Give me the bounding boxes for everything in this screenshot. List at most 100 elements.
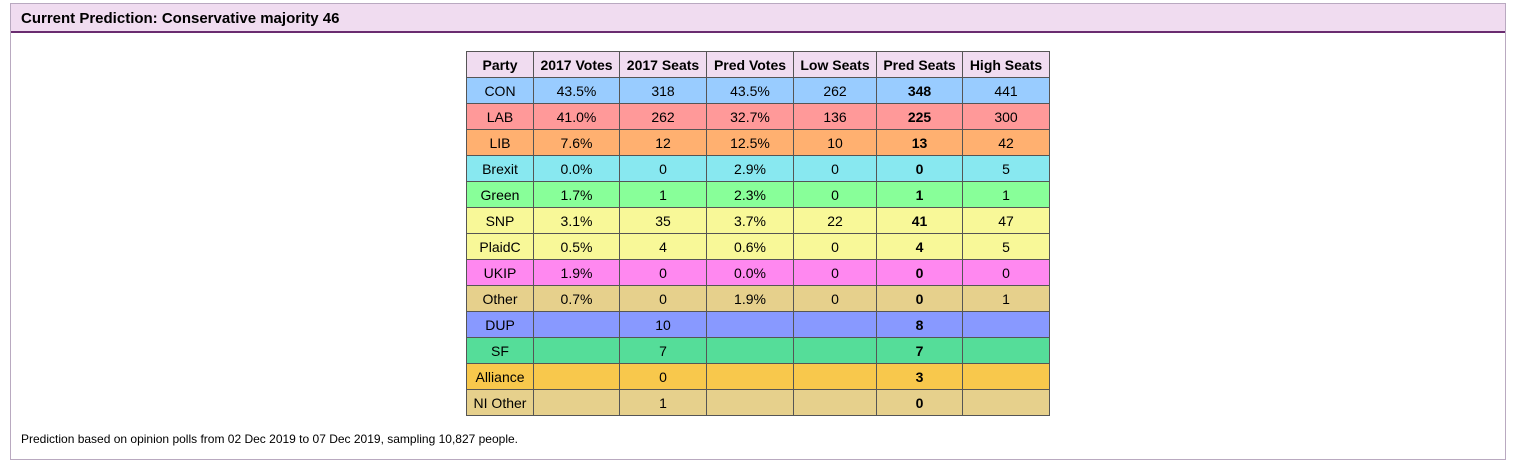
table-cell xyxy=(793,389,877,416)
party-name-cell: LAB xyxy=(466,103,534,130)
prediction-panel: Current Prediction: Conservative majorit… xyxy=(10,3,1506,460)
table-cell xyxy=(793,363,877,390)
party-name-cell: DUP xyxy=(466,311,534,338)
table-cell xyxy=(706,389,794,416)
table-header-row: Party 2017 Votes 2017 Seats Pred Votes Low S… xyxy=(466,51,1050,78)
table-cell xyxy=(706,363,794,390)
table-row: Alliance 0 3 xyxy=(466,363,1050,390)
table-cell: 3.1% xyxy=(533,207,620,234)
table-cell: 0 xyxy=(876,259,963,286)
column-header: Pred Votes xyxy=(706,51,794,78)
table-cell xyxy=(962,363,1050,390)
table-cell: 1 xyxy=(962,285,1050,312)
table-cell: 42 xyxy=(962,129,1050,156)
table-cell: 0 xyxy=(793,233,877,260)
column-header: 2017 Seats xyxy=(619,51,707,78)
table-cell: 0 xyxy=(962,259,1050,286)
table-cell: 5 xyxy=(962,233,1050,260)
table-cell: 262 xyxy=(619,103,707,130)
table-row: CON 43.5% 318 43.5% 262 348 441 xyxy=(466,77,1050,104)
table-cell: 0 xyxy=(619,363,707,390)
prediction-table: Party 2017 Votes 2017 Seats Pred Votes Low S… xyxy=(466,51,1050,416)
table-cell: 22 xyxy=(793,207,877,234)
table-cell xyxy=(793,311,877,338)
party-name-cell: SF xyxy=(466,337,534,364)
party-name-cell: SNP xyxy=(466,207,534,234)
table-cell: 0 xyxy=(793,285,877,312)
party-name-cell: Green xyxy=(466,181,534,208)
table-cell: 441 xyxy=(962,77,1050,104)
table-row: UKIP 1.9% 0 0.0% 0 0 0 xyxy=(466,259,1050,286)
party-name-cell: LIB xyxy=(466,129,534,156)
table-row: Brexit 0.0% 0 2.9% 0 0 5 xyxy=(466,155,1050,182)
table-cell xyxy=(533,363,620,390)
table-cell: 41 xyxy=(876,207,963,234)
table-cell: 0.0% xyxy=(706,259,794,286)
table-row: Green 1.7% 1 2.3% 0 1 1 xyxy=(466,181,1050,208)
table-cell: 43.5% xyxy=(706,77,794,104)
table-cell: 0 xyxy=(793,181,877,208)
prediction-table-wrapper: Party 2017 Votes 2017 Seats Pred Votes Low S… xyxy=(466,51,1050,416)
table-cell: 1 xyxy=(962,181,1050,208)
table-cell xyxy=(962,337,1050,364)
table-cell xyxy=(962,389,1050,416)
table-cell: 8 xyxy=(876,311,963,338)
table-cell: 3.7% xyxy=(706,207,794,234)
party-name-cell: UKIP xyxy=(466,259,534,286)
table-cell xyxy=(533,311,620,338)
party-name-cell: PlaidC xyxy=(466,233,534,260)
table-cell xyxy=(706,337,794,364)
table-row: SF 7 7 xyxy=(466,337,1050,364)
table-body: CON 43.5% 318 43.5% 262 348 441 LAB 41.0% 262 32.7… xyxy=(466,77,1050,416)
table-cell: 0 xyxy=(876,389,963,416)
table-cell xyxy=(962,311,1050,338)
table-cell: 4 xyxy=(619,233,707,260)
footer-note: Prediction based on opinion polls from 0… xyxy=(21,432,518,446)
table-cell: 1 xyxy=(876,181,963,208)
table-cell: 0 xyxy=(876,285,963,312)
table-cell: 1.9% xyxy=(706,285,794,312)
table-cell xyxy=(533,389,620,416)
table-cell: 7.6% xyxy=(533,129,620,156)
table-cell: 2.3% xyxy=(706,181,794,208)
table-row: LAB 41.0% 262 32.7% 136 225 300 xyxy=(466,103,1050,130)
table-cell: 2.9% xyxy=(706,155,794,182)
table-cell: 0.7% xyxy=(533,285,620,312)
table-cell: 12.5% xyxy=(706,129,794,156)
table-cell: 47 xyxy=(962,207,1050,234)
table-cell: 35 xyxy=(619,207,707,234)
table-row: Other 0.7% 0 1.9% 0 0 1 xyxy=(466,285,1050,312)
table-cell: 136 xyxy=(793,103,877,130)
table-cell: 0.5% xyxy=(533,233,620,260)
table-cell: 1.9% xyxy=(533,259,620,286)
table-row: PlaidC 0.5% 4 0.6% 0 4 5 xyxy=(466,233,1050,260)
table-cell: 0 xyxy=(619,155,707,182)
table-cell: 7 xyxy=(619,337,707,364)
party-name-cell: CON xyxy=(466,77,534,104)
table-cell: 0 xyxy=(619,259,707,286)
column-header: Party xyxy=(466,51,534,78)
table-cell: 262 xyxy=(793,77,877,104)
column-header: Pred Seats xyxy=(876,51,963,78)
table-cell: 7 xyxy=(876,337,963,364)
table-cell: 300 xyxy=(962,103,1050,130)
party-name-cell: Other xyxy=(466,285,534,312)
table-cell: 4 xyxy=(876,233,963,260)
table-cell: 0.0% xyxy=(533,155,620,182)
table-cell: 13 xyxy=(876,129,963,156)
party-name-cell: NI Other xyxy=(466,389,534,416)
table-cell: 10 xyxy=(793,129,877,156)
column-header: High Seats xyxy=(962,51,1050,78)
table-cell: 1 xyxy=(619,389,707,416)
table-row: LIB 7.6% 12 12.5% 10 13 42 xyxy=(466,129,1050,156)
table-cell: 41.0% xyxy=(533,103,620,130)
table-row: DUP 10 8 xyxy=(466,311,1050,338)
table-cell: 0 xyxy=(619,285,707,312)
table-cell: 0 xyxy=(876,155,963,182)
column-header: 2017 Votes xyxy=(533,51,620,78)
table-cell xyxy=(706,311,794,338)
table-cell: 225 xyxy=(876,103,963,130)
party-name-cell: Alliance xyxy=(466,363,534,390)
table-cell: 32.7% xyxy=(706,103,794,130)
table-cell: 348 xyxy=(876,77,963,104)
